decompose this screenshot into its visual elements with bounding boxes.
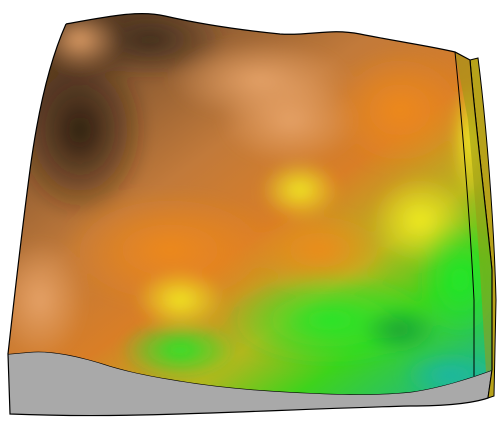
- terrain-3d-view[interactable]: [0, 0, 498, 428]
